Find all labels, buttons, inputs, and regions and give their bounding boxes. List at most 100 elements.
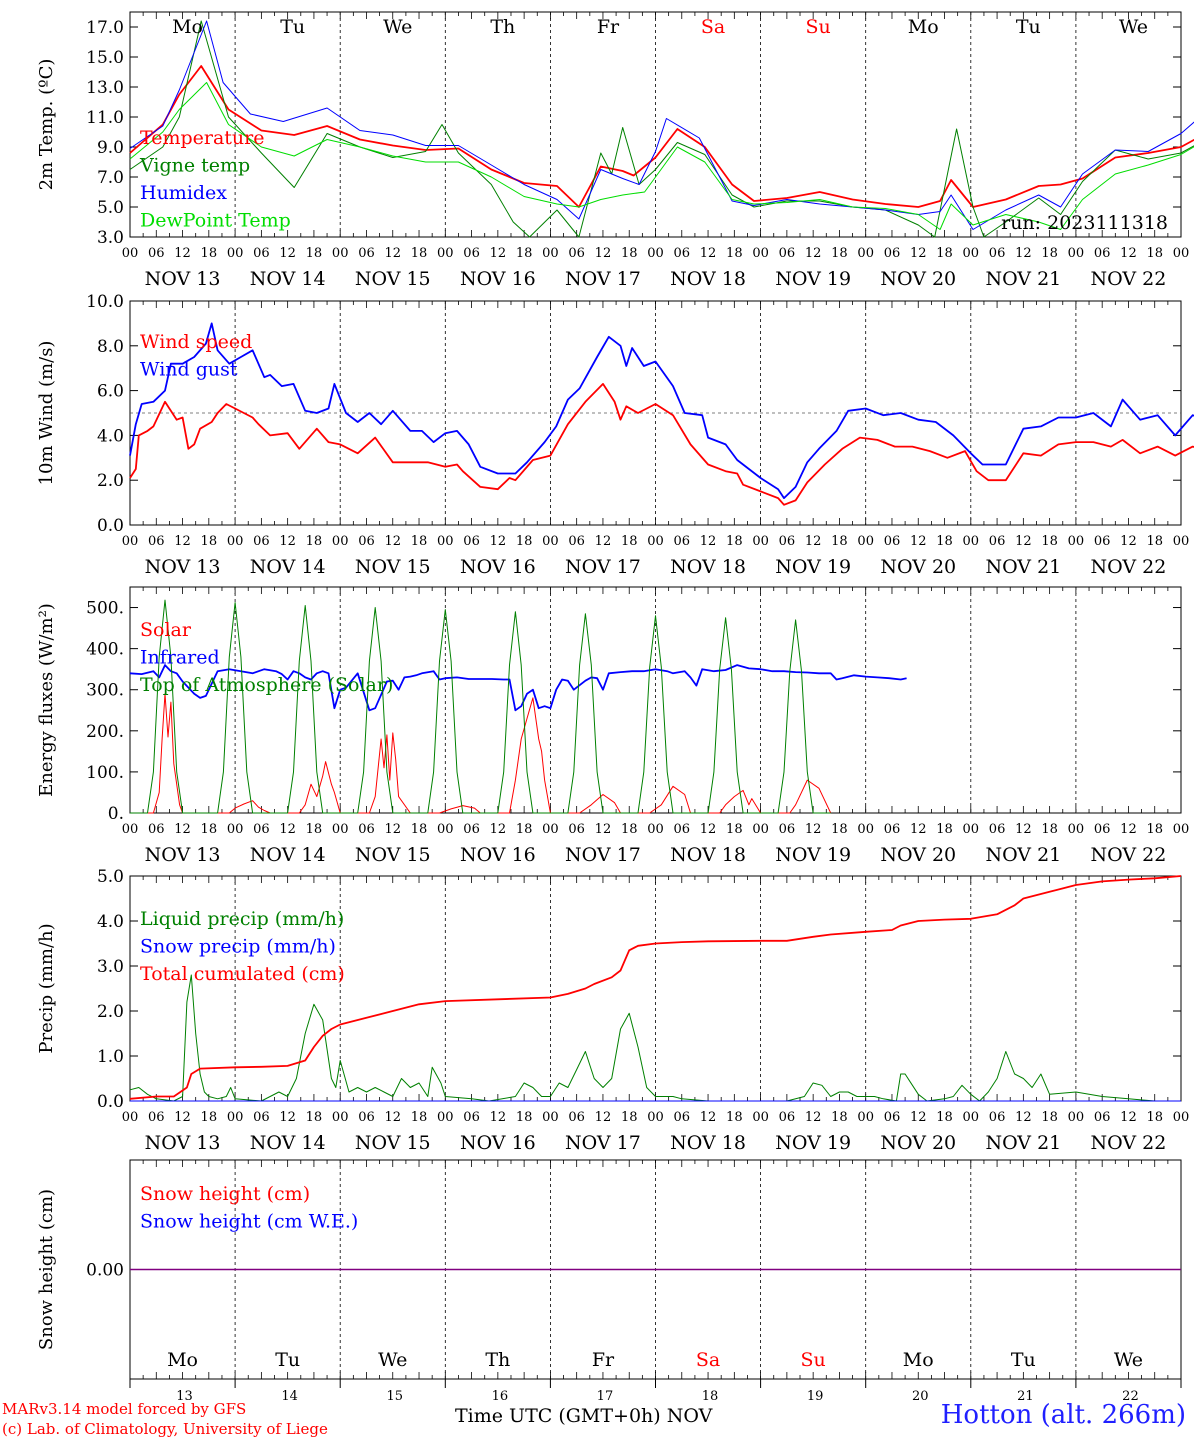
hour-tick-label: 18 <box>201 534 218 549</box>
hour-tick-label: 00 <box>1173 534 1190 549</box>
hour-tick-label: 00 <box>857 534 874 549</box>
hour-tick-label: 12 <box>1120 1110 1137 1125</box>
y-tick-label: 7.0 <box>97 168 124 188</box>
y-tick-label: 2.0 <box>97 1002 124 1022</box>
hour-tick-label: 12 <box>174 534 191 549</box>
date-label: NOV 13 <box>145 556 221 578</box>
series-line-top-of-atmosphere-solar- <box>130 599 831 814</box>
date-label: NOV 20 <box>880 556 956 578</box>
hour-tick-label: 00 <box>963 246 980 261</box>
hour-tick-label: 18 <box>411 246 428 261</box>
hour-tick-label: 18 <box>936 246 953 261</box>
hour-tick-label: 18 <box>621 534 638 549</box>
hour-tick-label: 00 <box>122 534 139 549</box>
hour-tick-label: 06 <box>568 534 585 549</box>
date-label: NOV 16 <box>460 556 536 578</box>
hour-tick-label: 18 <box>306 1110 323 1125</box>
y-axis-label: 2m Temp. (ºC) <box>36 59 57 191</box>
day-number-label: 19 <box>807 1389 824 1404</box>
hour-tick-label: 00 <box>1068 1110 1085 1125</box>
hour-tick-label: 12 <box>384 534 401 549</box>
y-tick-label: 17.0 <box>86 18 124 38</box>
weekday-label-top: Mo <box>908 16 939 38</box>
hour-tick-label: 06 <box>989 1110 1006 1125</box>
month-label: NOV <box>666 1405 713 1427</box>
hour-tick-label: 12 <box>1120 822 1137 837</box>
hour-tick-label: 12 <box>279 534 296 549</box>
y-tick-label: 3.0 <box>97 957 124 977</box>
hour-tick-label: 18 <box>1146 246 1163 261</box>
hour-tick-label: 06 <box>674 534 691 549</box>
series-line-humidex <box>129 20 1194 230</box>
hour-tick-label: 06 <box>253 246 270 261</box>
legend-entry: Wind speed <box>140 331 252 353</box>
day-number-label: 17 <box>597 1389 614 1404</box>
y-tick-label: 10.0 <box>86 292 124 312</box>
date-label: NOV 19 <box>775 1132 851 1154</box>
hour-tick-label: 12 <box>384 822 401 837</box>
hour-tick-label: 12 <box>595 534 612 549</box>
y-tick-label: 200. <box>86 722 124 742</box>
y-tick-label: 15.0 <box>86 48 124 68</box>
date-label: NOV 18 <box>670 844 746 866</box>
hour-tick-label: 06 <box>884 822 901 837</box>
hour-tick-label: 00 <box>542 822 559 837</box>
hour-tick-label: 00 <box>752 1110 769 1125</box>
hour-tick-label: 00 <box>1068 534 1085 549</box>
hour-tick-label: 06 <box>779 822 796 837</box>
hour-tick-label: 18 <box>411 822 428 837</box>
hour-tick-label: 18 <box>1041 534 1058 549</box>
weekday-label-bottom: Mo <box>167 1349 198 1371</box>
hour-tick-label: 18 <box>1146 534 1163 549</box>
run-label: run: 2023111318 <box>1001 212 1168 234</box>
hour-tick-label: 00 <box>857 1110 874 1125</box>
date-label: NOV 14 <box>250 844 326 866</box>
hour-tick-label: 00 <box>1173 1110 1190 1125</box>
hour-tick-label: 12 <box>700 534 717 549</box>
series-line-total-cumulated-cm- <box>129 875 1182 1100</box>
hour-tick-label: 06 <box>989 246 1006 261</box>
legend-entry: Wind gust <box>140 359 238 381</box>
series-line-solar <box>130 693 832 814</box>
hour-tick-label: 18 <box>1146 822 1163 837</box>
weekday-label-top: Th <box>490 16 515 38</box>
date-label: NOV 15 <box>355 268 431 290</box>
date-label: NOV 13 <box>145 1132 221 1154</box>
hour-tick-label: 18 <box>936 534 953 549</box>
date-label: NOV 17 <box>565 844 641 866</box>
hour-tick-label: 06 <box>779 1110 796 1125</box>
hour-tick-label: 00 <box>963 534 980 549</box>
hour-tick-label: 00 <box>857 246 874 261</box>
series-line-temperature <box>129 65 1194 208</box>
y-axis-label: Energy fluxes (W/m²) <box>36 603 57 797</box>
hour-tick-label: 06 <box>674 1110 691 1125</box>
hour-tick-label: 12 <box>1015 1110 1032 1125</box>
hour-tick-label: 12 <box>805 246 822 261</box>
weekday-label-bottom: Tu <box>275 1349 300 1371</box>
hour-tick-label: 00 <box>332 534 349 549</box>
date-label: NOV 19 <box>775 556 851 578</box>
hour-tick-label: 06 <box>358 246 375 261</box>
hour-tick-label: 00 <box>752 246 769 261</box>
date-label: NOV 20 <box>880 1132 956 1154</box>
day-number-label: 22 <box>1122 1389 1139 1404</box>
hour-tick-label: 18 <box>1146 1110 1163 1125</box>
hour-tick-label: 18 <box>1041 1110 1058 1125</box>
hour-tick-label: 06 <box>148 822 165 837</box>
date-label: NOV 21 <box>985 556 1061 578</box>
hour-tick-label: 00 <box>1068 822 1085 837</box>
hour-tick-label: 00 <box>332 246 349 261</box>
hour-tick-label: 00 <box>437 246 454 261</box>
hour-tick-label: 18 <box>726 1110 743 1125</box>
hour-tick-label: 06 <box>148 246 165 261</box>
legend-entry: Vigne temp <box>139 155 250 177</box>
legend-entry: Infrared <box>140 647 220 669</box>
y-tick-label: 9.0 <box>97 138 124 158</box>
hour-tick-label: 00 <box>227 1110 244 1125</box>
y-tick-label: 8.0 <box>97 337 124 357</box>
hour-tick-label: 00 <box>122 246 139 261</box>
hour-tick-label: 06 <box>358 534 375 549</box>
hour-tick-label: 18 <box>516 534 533 549</box>
hour-tick-label: 00 <box>1173 822 1190 837</box>
